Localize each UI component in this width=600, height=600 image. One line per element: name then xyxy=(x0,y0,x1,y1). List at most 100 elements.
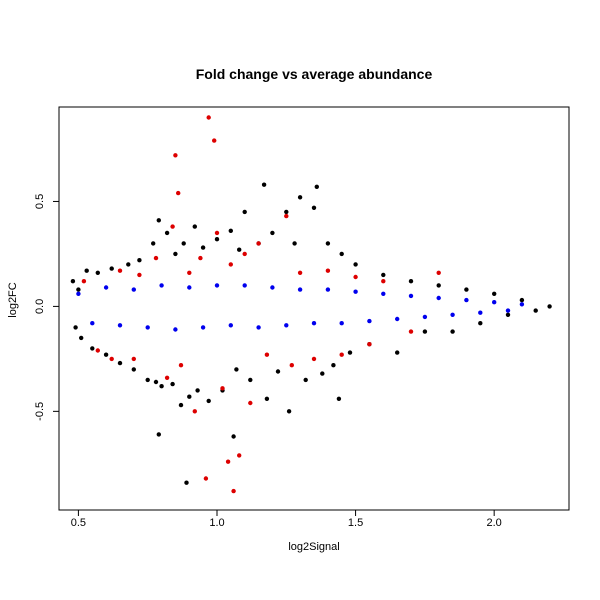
data-point-s0-59 xyxy=(395,350,400,355)
y-axis-label: log2FC xyxy=(7,282,19,318)
data-point-s0-6 xyxy=(95,270,101,275)
data-point-s0-21 xyxy=(173,251,178,257)
data-point-s2-0 xyxy=(81,279,87,284)
data-point-s0-35 xyxy=(237,247,242,252)
data-point-s0-40 xyxy=(264,396,270,401)
data-point-s0-5 xyxy=(90,346,95,351)
data-point-s0-16 xyxy=(156,218,161,223)
data-point-s2-15 xyxy=(203,476,209,481)
data-point-s0-44 xyxy=(286,409,292,414)
data-point-s2-32 xyxy=(325,268,331,273)
data-point-s0-34 xyxy=(234,367,239,372)
data-point-s2-36 xyxy=(381,279,386,284)
data-point-s0-4 xyxy=(84,268,89,273)
data-point-s0-52 xyxy=(331,363,336,368)
data-point-s0-32 xyxy=(228,228,233,233)
data-point-s2-18 xyxy=(214,230,220,236)
data-point-s1-11 xyxy=(228,323,233,328)
data-point-s1-0 xyxy=(76,291,81,296)
data-point-s2-3 xyxy=(117,268,123,273)
data-point-s0-39 xyxy=(261,182,267,187)
data-point-s2-13 xyxy=(192,409,197,414)
data-point-s1-2 xyxy=(103,285,109,290)
data-point-s1-3 xyxy=(117,323,123,328)
data-point-s2-22 xyxy=(231,488,236,494)
data-point-s2-8 xyxy=(170,224,175,229)
data-point-s1-4 xyxy=(131,287,136,292)
data-point-s0-15 xyxy=(153,379,159,385)
plot-frame xyxy=(58,106,570,511)
data-point-s2-16 xyxy=(206,115,211,120)
data-point-s0-65 xyxy=(478,321,483,326)
data-point-s1-32 xyxy=(519,302,525,307)
data-point-s0-42 xyxy=(275,369,281,374)
x-tick-label-0: 0.5 xyxy=(71,517,86,529)
data-point-s2-35 xyxy=(367,342,372,347)
data-point-s0-20 xyxy=(170,381,175,387)
data-point-s0-1 xyxy=(73,325,78,330)
data-point-s2-34 xyxy=(353,274,358,280)
data-point-s2-24 xyxy=(242,251,247,257)
chart-title: Fold change vs average abundance xyxy=(196,66,433,82)
y-tick-label-2: 0.5 xyxy=(34,194,46,209)
data-point-s1-6 xyxy=(159,283,164,288)
y-axis: -0.5 0.0 0.5 xyxy=(34,194,60,421)
data-point-s2-10 xyxy=(176,190,181,196)
data-point-s2-23 xyxy=(237,453,242,458)
data-point-s0-10 xyxy=(126,262,131,267)
data-point-s0-14 xyxy=(151,241,156,246)
data-point-s0-11 xyxy=(131,367,136,372)
x-tick-label-1: 1.0 xyxy=(209,517,224,529)
y-tick-label-1: 0.0 xyxy=(34,299,46,314)
data-point-s0-18 xyxy=(159,384,164,389)
data-point-s1-9 xyxy=(200,325,206,330)
data-point-s0-43 xyxy=(284,209,289,215)
data-point-s0-7 xyxy=(103,352,109,357)
data-point-s2-29 xyxy=(289,363,294,368)
data-point-s0-68 xyxy=(519,297,525,303)
data-point-s0-54 xyxy=(339,251,344,257)
data-point-s2-4 xyxy=(131,356,136,362)
data-point-s1-23 xyxy=(395,316,400,322)
data-point-s1-1 xyxy=(90,321,95,326)
data-point-s0-27 xyxy=(195,388,200,393)
data-point-s1-10 xyxy=(214,283,220,288)
data-point-s1-24 xyxy=(408,293,414,299)
data-point-s1-13 xyxy=(256,325,261,330)
data-point-s0-58 xyxy=(381,272,386,278)
data-point-s0-9 xyxy=(117,360,123,366)
data-point-s0-50 xyxy=(320,371,325,376)
data-point-s0-26 xyxy=(192,224,197,229)
data-point-s2-31 xyxy=(311,356,317,362)
data-point-s0-13 xyxy=(145,377,150,383)
data-point-s2-11 xyxy=(178,363,184,368)
data-point-s1-20 xyxy=(353,289,358,294)
data-point-s0-3 xyxy=(79,335,84,341)
x-axis: 0.5 1.0 1.5 2.0 xyxy=(71,509,502,529)
data-point-s2-17 xyxy=(212,138,217,143)
data-point-s1-25 xyxy=(422,314,428,320)
data-point-s0-69 xyxy=(533,308,538,313)
data-point-s2-38 xyxy=(436,270,441,275)
x-tick-label-3: 2.0 xyxy=(487,517,502,529)
data-point-s0-56 xyxy=(353,262,358,267)
data-point-s0-22 xyxy=(178,402,184,408)
data-point-s1-22 xyxy=(381,291,386,296)
data-point-s2-9 xyxy=(173,153,178,158)
data-point-s0-62 xyxy=(436,283,441,288)
data-point-s0-55 xyxy=(347,350,353,355)
data-point-s0-33 xyxy=(231,434,236,439)
data-point-s2-27 xyxy=(264,352,270,357)
data-point-s2-14 xyxy=(198,255,203,261)
data-point-s0-41 xyxy=(270,230,275,236)
data-point-s0-48 xyxy=(311,205,317,210)
data-point-s0-29 xyxy=(206,398,211,404)
data-point-s0-25 xyxy=(187,394,192,399)
data-point-s1-28 xyxy=(464,297,469,303)
data-point-s0-0 xyxy=(70,279,76,284)
data-point-s0-66 xyxy=(492,291,497,296)
data-point-s2-19 xyxy=(220,386,225,391)
data-point-s0-28 xyxy=(200,245,206,250)
data-point-s2-1 xyxy=(95,348,101,353)
